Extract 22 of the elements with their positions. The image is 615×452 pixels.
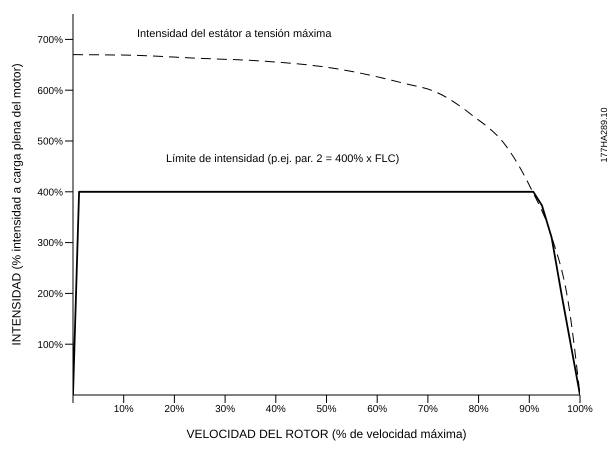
x-axis-title: VELOCIDAD DEL ROTOR (% de velocidad máxima) (186, 427, 467, 441)
y-tick-label: 400% (37, 187, 64, 198)
y-tick-label: 700% (37, 34, 64, 46)
x-tick-label: 10% (114, 404, 134, 416)
x-tick-label: 60% (367, 404, 388, 416)
x-tick-label: 30% (215, 404, 236, 416)
x-tick-label: 90% (519, 404, 540, 416)
x-tick-label: 40% (266, 404, 286, 416)
y-tick-label: 500% (37, 136, 64, 148)
x-tick-label: 80% (468, 404, 489, 416)
x-tick-label: 70% (418, 404, 438, 416)
y-tick-label: 100% (37, 340, 64, 351)
x-tick-label: 100% (567, 404, 593, 416)
y-tick-label: 300% (37, 238, 64, 250)
annotation: Intensidad del estátor a tensión máxima (137, 28, 332, 40)
annotation: Límite de intensidad (p.ej. par. 2 = 400% x FLC) (166, 153, 400, 165)
x-tick-label: 50% (316, 404, 337, 416)
y-tick-label: 600% (37, 86, 64, 97)
text: 177HA289.10 (599, 107, 609, 163)
y-axis-title: INTENSIDAD (% intensidad a carga plena del motor) (9, 63, 24, 346)
y-tick-label: 200% (37, 288, 64, 300)
x-tick-label: 20% (164, 404, 185, 416)
